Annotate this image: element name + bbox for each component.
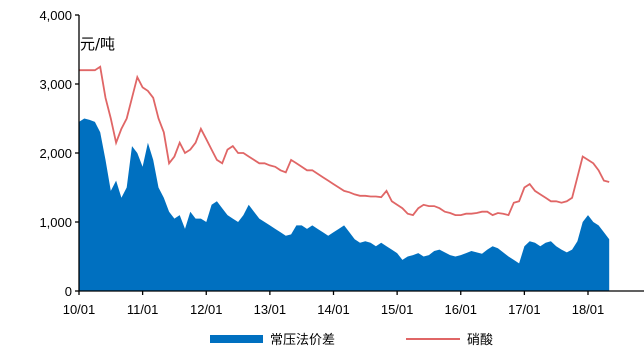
- legend-label-xiaosuan: 硝酸: [467, 333, 493, 348]
- legend: 常压法价差 硝酸: [210, 333, 493, 348]
- x-tick-label: 16/01: [444, 302, 477, 317]
- series-line-xiaosuan: [79, 65, 610, 217]
- x-tick-label: 15/01: [381, 302, 414, 317]
- y-tick-label: 0: [65, 284, 72, 299]
- y-tick-label: 3,000: [39, 77, 72, 92]
- y-ticks: 0 1,000 2,000 3,000 4,000: [39, 8, 79, 299]
- legend-swatch-changyafa: [210, 335, 263, 343]
- y-tick-label: 4,000: [39, 8, 72, 23]
- x-tick-label: 11/01: [127, 302, 159, 317]
- x-tick-label: 13/01: [254, 302, 287, 317]
- y-tick-label: 1,000: [39, 215, 72, 230]
- legend-label-changyafa: 常压法价差: [270, 333, 335, 348]
- x-tick-label: 10/01: [63, 302, 96, 317]
- x-tick-label: 14/01: [317, 302, 350, 317]
- series-area-changyafa: [79, 118, 610, 291]
- x-ticks: 10/01 11/01 12/01 13/01 14/01 15/01 16/01 17/01…: [63, 291, 605, 317]
- x-tick-label: 12/01: [190, 302, 223, 317]
- x-tick-label: 18/01: [572, 302, 605, 317]
- y-tick-label: 2,000: [39, 146, 72, 161]
- plot-area: [79, 65, 610, 291]
- x-tick-label: 17/01: [508, 302, 541, 317]
- y-unit-label: 元/吨: [80, 35, 115, 53]
